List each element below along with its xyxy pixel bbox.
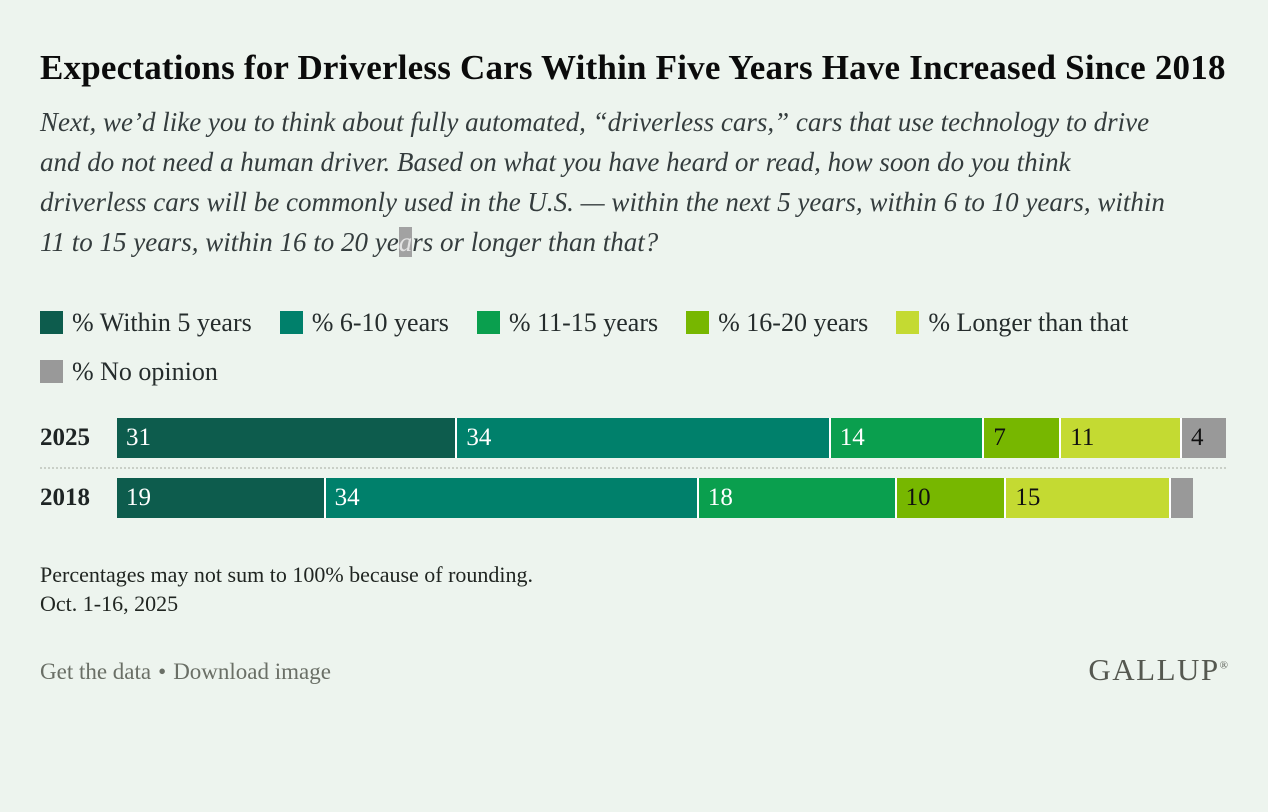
legend-item: % No opinion: [40, 357, 218, 386]
bar-segment[interactable]: 31: [117, 418, 458, 458]
chart-card: Expectations for Driverless Cars Within …: [40, 48, 1228, 685]
segment-value-label: 18: [707, 484, 733, 511]
bar-row-2018: 2018 19 34 18 10 15: [40, 478, 1228, 518]
legend-color-swatch: [40, 311, 63, 334]
bar-segment[interactable]: 34: [325, 478, 699, 518]
gallup-wordmark: GALLUP: [1088, 652, 1220, 687]
get-the-data-link[interactable]: Get the data: [40, 659, 152, 684]
footer: Get the data • Download image GALLUP®: [40, 654, 1228, 685]
bar-segment[interactable]: 18: [698, 478, 897, 518]
registered-mark: ®: [1219, 659, 1228, 672]
bar-segment[interactable]: 19: [117, 478, 326, 518]
bar-segment[interactable]: 34: [457, 418, 831, 458]
legend-item: % Longer than that: [896, 308, 1128, 337]
question-text-after: rs or longer than that?: [412, 227, 659, 257]
field-dates: Oct. 1-16, 2025: [40, 591, 179, 616]
bar-rows: 2025 31 34 14 7 11 4 2018 19 34 18 10 15: [40, 418, 1228, 518]
segment-value-label: 7: [993, 424, 1006, 451]
legend-item: % 11-15 years: [476, 308, 658, 337]
page-title: Expectations for Driverless Cars Within …: [40, 48, 1226, 87]
question-text-before: Next, we’d like you to think about fully…: [40, 107, 1165, 257]
question-text: Next, we’d like you to think about fully…: [40, 102, 1180, 262]
footer-links: Get the data • Download image: [40, 659, 331, 685]
bar-segment[interactable]: 15: [1006, 478, 1172, 518]
download-image-link[interactable]: Download image: [173, 659, 331, 684]
legend-color-swatch: [686, 311, 710, 334]
category-label: 2018: [40, 484, 90, 511]
bar-segment[interactable]: 10: [896, 478, 1007, 518]
legend-item: % 16-20 years: [686, 308, 868, 337]
category-label: 2025: [40, 424, 90, 451]
legend-color-swatch: [896, 311, 920, 334]
legend-item: % 6-10 years: [279, 308, 449, 337]
legend: % Within 5 years % 6-10 years % 11-15 year…: [40, 298, 1180, 396]
legend-color-swatch: [476, 311, 500, 334]
bar-segment[interactable]: [1171, 478, 1193, 518]
legend-color-swatch: [279, 311, 303, 334]
segment-value-label: 15: [1015, 484, 1041, 511]
bar-segment[interactable]: 11: [1061, 418, 1183, 458]
bar-segment[interactable]: 14: [830, 418, 985, 458]
gallup-logo: GALLUP®: [1088, 654, 1228, 685]
segment-value-label: 34: [334, 484, 360, 511]
bar-track: 19 34 18 10 15: [117, 478, 1226, 518]
footnote: Percentages may not sum to 100% because …: [40, 560, 1228, 618]
segment-value-label: 14: [839, 424, 865, 451]
segment-value-label: 31: [126, 424, 151, 451]
bar-row-2025: 2025 31 34 14 7 11 4: [40, 418, 1228, 458]
segment-value-label: 10: [905, 484, 931, 511]
legend-item: % Within 5 years: [40, 308, 252, 337]
segment-value-label: 19: [126, 484, 151, 511]
row-divider: [40, 467, 1226, 469]
segment-value-label: 4: [1191, 424, 1204, 451]
text-selection-highlight: a: [398, 227, 413, 257]
segment-value-label: 11: [1070, 424, 1095, 451]
bar-track: 31 34 14 7 11 4: [117, 418, 1226, 458]
link-separator: •: [158, 659, 167, 684]
legend-color-swatch: [40, 360, 63, 383]
segment-value-label: 34: [466, 424, 492, 451]
bar-segment[interactable]: 4: [1182, 418, 1226, 458]
bar-segment[interactable]: 7: [984, 418, 1062, 458]
rounding-note: Percentages may not sum to 100% because …: [40, 562, 534, 587]
